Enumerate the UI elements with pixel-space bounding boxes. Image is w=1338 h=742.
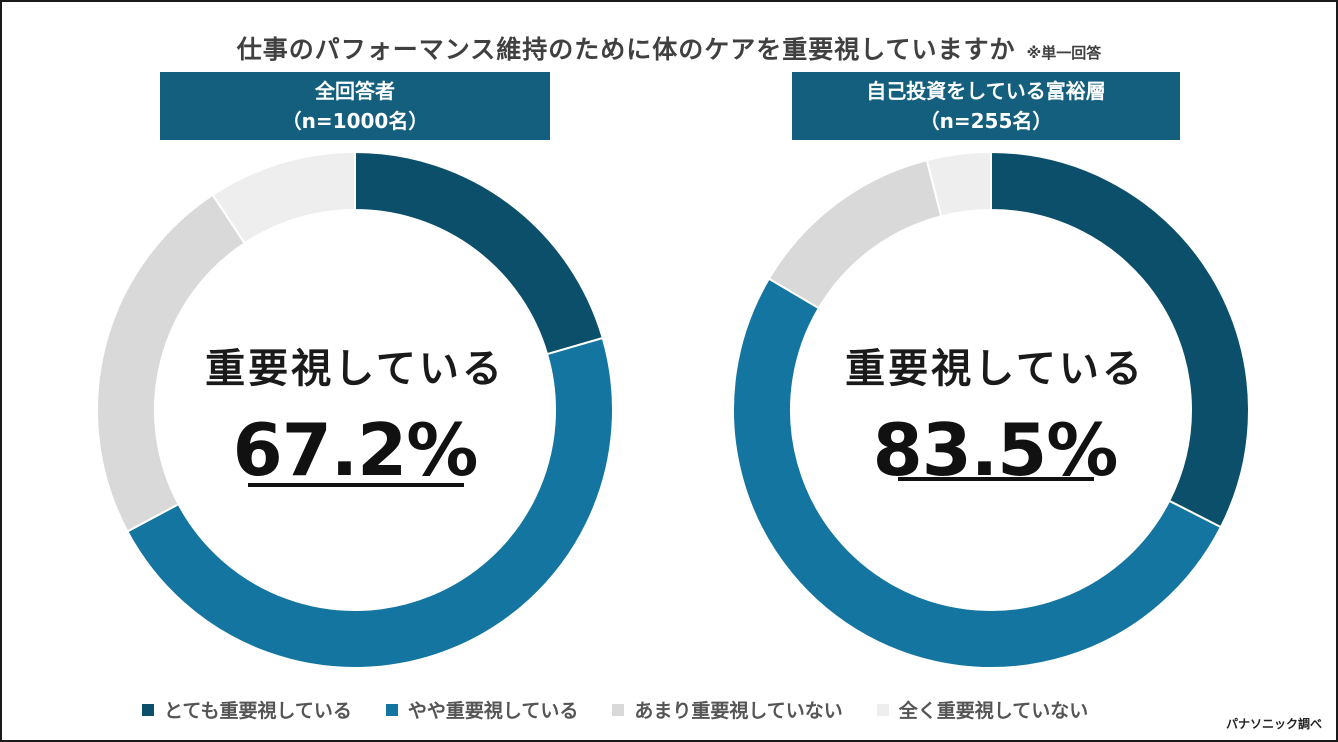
segment-not-much	[767, 158, 943, 310]
legend-swatch	[142, 703, 154, 716]
chart-header-line1: 全回答者	[315, 79, 395, 103]
chart-header-line1: 自己投資をしている富裕層	[866, 79, 1106, 103]
legend-label: 全く重要視していない	[898, 700, 1089, 722]
legend-item-not-at-all: 全く重要視していない	[876, 696, 1089, 723]
legend-item-somewhat: やや重要視している	[385, 696, 579, 723]
legend-swatch	[385, 703, 398, 716]
chart-header-wealthy: 自己投資をしている富裕層 （n=255名）	[792, 72, 1180, 140]
segment-not-at-all	[925, 150, 992, 218]
chart-header-all: 全回答者 （n=1000名）	[160, 72, 550, 140]
donut-chart-all	[96, 150, 614, 670]
donut-chart-wealthy	[732, 150, 1250, 669]
title-row: 仕事のパフォーマンス維持のために体のケアを重要視していますか ※単一回答	[2, 30, 1336, 66]
segment-very	[354, 150, 604, 356]
chart-title: 仕事のパフォーマンス維持のために体のケアを重要視していますか	[236, 35, 1016, 64]
title-note: ※単一回答	[1026, 44, 1102, 62]
legend-label: あまり重要視していない	[634, 700, 843, 722]
legend-item-very: とても重要視している	[142, 696, 352, 723]
source-note: パナソニック調べ	[1225, 717, 1322, 731]
value-underline	[898, 477, 1094, 481]
chart-header-line2: （n=255名）	[919, 109, 1053, 133]
legend-label: やや重要視している	[407, 700, 579, 722]
center-label: 重要視している	[845, 346, 1145, 392]
legend: とても重要視している やや重要視している あまり重要視していない 全く重要視して…	[142, 696, 1122, 723]
segment-very	[990, 150, 1250, 529]
center-label: 重要視している	[205, 346, 505, 392]
chart-header-line2: （n=1000名）	[281, 109, 429, 133]
center-value: 67.2%	[232, 408, 479, 492]
segment-not-at-all	[211, 150, 356, 245]
legend-swatch	[876, 703, 889, 716]
legend-label: とても重要視している	[164, 700, 352, 722]
legend-swatch	[612, 703, 625, 716]
segment-somewhat	[732, 277, 1223, 669]
value-underline	[248, 483, 464, 487]
legend-item-not-much: あまり重要視していない	[612, 696, 843, 723]
segment-somewhat	[126, 336, 614, 670]
